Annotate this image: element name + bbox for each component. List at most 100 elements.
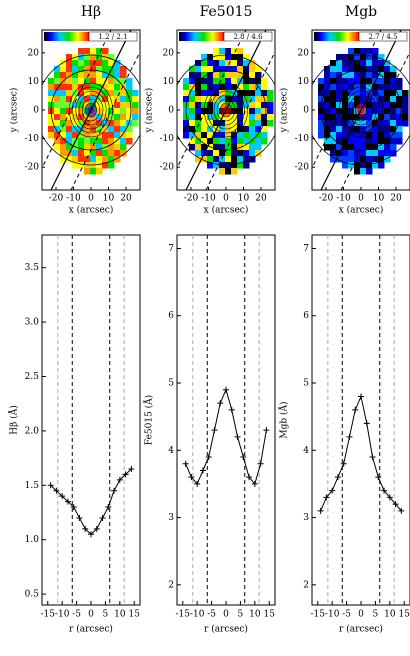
map-pixel	[237, 48, 244, 55]
map-pixel	[66, 78, 73, 85]
map-pixel	[54, 126, 61, 133]
map-pixel	[231, 48, 238, 55]
map-pixel	[60, 132, 67, 139]
map-pixel	[255, 132, 262, 139]
map-pixel	[219, 168, 226, 175]
axis-line	[50, 30, 132, 190]
map-pixel	[102, 150, 109, 157]
dashed-line	[42, 30, 112, 170]
map-pixel	[384, 114, 391, 121]
map-pixel	[66, 54, 73, 61]
map-pixel	[90, 114, 97, 121]
map-pixel	[189, 120, 196, 127]
map-pixel	[342, 132, 349, 139]
map-pixel	[78, 102, 85, 109]
x-tick-label: 15	[399, 610, 410, 620]
dashed-line	[312, 30, 382, 170]
map-pixel	[54, 72, 61, 79]
map-pixel	[66, 114, 73, 121]
map-pixel	[255, 72, 262, 79]
map-pixel	[126, 114, 133, 121]
map-pixel	[348, 150, 355, 157]
map-pixel	[324, 126, 331, 133]
map-pixel	[120, 114, 127, 121]
dashed-line	[177, 30, 247, 170]
map-pixel	[96, 60, 103, 67]
x-tick-label: -5	[72, 610, 81, 620]
map-pixel	[84, 60, 91, 67]
colorbar-label-box	[223, 31, 273, 42]
map-pixel	[249, 120, 256, 127]
map-pixel	[402, 114, 409, 121]
map-pixel	[60, 126, 67, 133]
profile-point	[358, 393, 364, 400]
map-pixel	[132, 90, 139, 97]
map-pixel	[207, 72, 214, 79]
map-pixel	[402, 108, 409, 115]
map-pixel	[324, 90, 331, 97]
map-pixel	[72, 132, 79, 139]
contour	[210, 90, 242, 130]
map-pixel	[378, 54, 385, 61]
map-pixel	[243, 102, 250, 109]
map-pixel	[267, 108, 274, 115]
map-pixel	[237, 162, 244, 169]
map-pixel	[336, 90, 343, 97]
map-pixel	[72, 60, 79, 67]
map-pixel	[396, 120, 403, 127]
profile-point	[88, 531, 94, 538]
x-tick-label: 20	[390, 194, 402, 204]
x-tick-label: -5	[342, 610, 351, 620]
profile-point	[105, 504, 112, 511]
map-pixel	[384, 78, 391, 85]
y-tick-label: 4	[303, 446, 309, 456]
x-tick-label: 20	[120, 194, 132, 204]
map-pixel	[195, 138, 202, 145]
map-pixel	[84, 120, 91, 127]
map-pixel	[354, 168, 361, 175]
map-pixel	[354, 96, 361, 103]
map-pixel	[96, 48, 103, 55]
profile-line	[185, 388, 267, 485]
map-pixel	[132, 108, 139, 115]
map-pixel	[372, 126, 379, 133]
map-pixel	[90, 60, 97, 67]
map-pixel	[324, 144, 331, 151]
map-pixel	[102, 96, 109, 103]
map-pixel	[78, 96, 85, 103]
map-pixel	[372, 150, 379, 157]
map-pixel	[366, 60, 373, 67]
map-pixel	[237, 102, 244, 109]
map-pixel	[255, 96, 262, 103]
map-pixel	[237, 126, 244, 133]
x-tick-label: 10	[103, 194, 115, 204]
map-pixel	[72, 108, 79, 115]
map-pixel	[384, 132, 391, 139]
map-pixel	[390, 66, 397, 73]
map-pixel	[318, 90, 325, 97]
map-pixel	[390, 96, 397, 103]
x-tick-label: -15	[41, 610, 56, 620]
map-pixel	[243, 150, 250, 157]
map-pixel	[342, 144, 349, 151]
map-pixel	[219, 72, 226, 79]
y-axis-label: Mgb (Å)	[278, 401, 290, 438]
map-pixel	[249, 84, 256, 91]
map-pixel	[78, 150, 85, 157]
contour	[69, 82, 113, 138]
map-pixel	[336, 96, 343, 103]
x-tick-label: 5	[103, 610, 109, 620]
map-pixel	[132, 114, 139, 121]
map-pixel	[366, 48, 373, 55]
map-pixel	[207, 144, 214, 151]
map-pixel	[225, 156, 232, 163]
map-pixel	[72, 114, 79, 121]
map-pixel	[54, 84, 61, 91]
map-pixel	[207, 96, 214, 103]
map-pixel	[360, 72, 367, 79]
map-title: Fe5015	[200, 4, 253, 20]
map-pixel	[90, 120, 97, 127]
map-pixel	[108, 156, 115, 163]
map-pixel	[249, 108, 256, 115]
map-pixel	[237, 120, 244, 127]
